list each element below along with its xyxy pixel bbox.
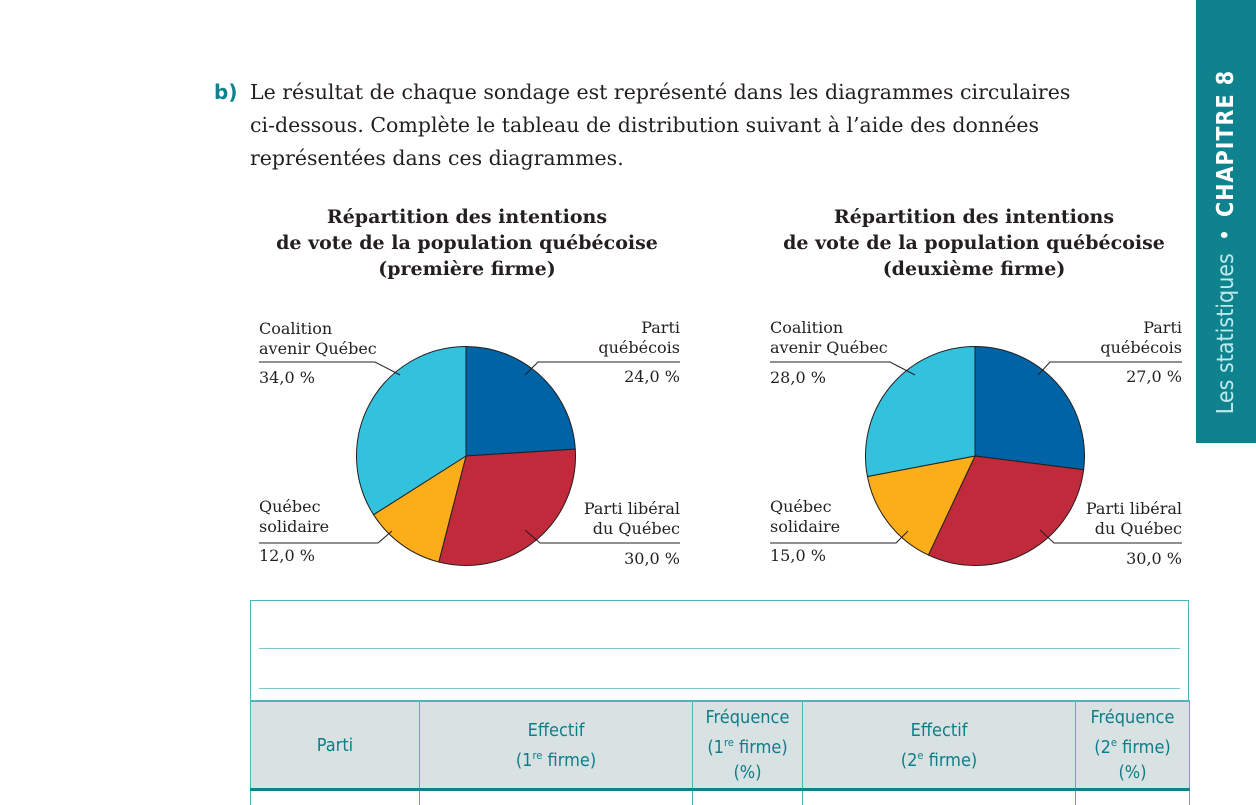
chart-1-value-caq: 34,0 % bbox=[259, 368, 315, 388]
chart-1-title-line: de vote de la population québécoise bbox=[247, 230, 687, 256]
pie-1-slice-0 bbox=[466, 347, 575, 457]
question-line: ci-dessous. Complète le tableau de distr… bbox=[250, 109, 1110, 142]
header-frequence-2: Fréquence (2e firme) (%) bbox=[1076, 701, 1190, 790]
table-cell[interactable] bbox=[1076, 790, 1190, 805]
chart-1-value-pq: 24,0 % bbox=[600, 367, 680, 387]
chart-2-value-plq: 30,0 % bbox=[1102, 549, 1182, 569]
table-row bbox=[251, 790, 1190, 805]
header-parti: Parti bbox=[251, 701, 420, 790]
chart-1-value-plq: 30,0 % bbox=[600, 549, 680, 569]
chart-2-title-line: (deuxième firme) bbox=[754, 256, 1194, 282]
chart-2-title-line: de vote de la population québécoise bbox=[754, 230, 1194, 256]
header-frequence-1: Fréquence (1re firme) (%) bbox=[693, 701, 803, 790]
header-effectif-2: Effectif (2e firme) bbox=[803, 701, 1076, 790]
table-cell[interactable] bbox=[420, 790, 693, 805]
table-cell[interactable] bbox=[693, 790, 803, 805]
chapter-number: CHAPITRE 8 bbox=[1213, 70, 1239, 217]
distribution-table: Parti Effectif (1re firme) Fréquence (1r… bbox=[250, 700, 1190, 805]
table-cell[interactable] bbox=[251, 790, 420, 805]
chart-1-value-qs: 12,0 % bbox=[259, 546, 315, 566]
chart-1-title: Répartition des intentions de vote de la… bbox=[247, 204, 687, 282]
chart-2-value-pq: 27,0 % bbox=[1102, 367, 1182, 387]
pie-2-slice-0 bbox=[975, 347, 1085, 470]
question-label: b) bbox=[214, 76, 237, 109]
header-effectif-1: Effectif (1re firme) bbox=[420, 701, 693, 790]
answer-line bbox=[259, 688, 1180, 689]
pie-2-slice-3 bbox=[866, 347, 976, 477]
answer-box[interactable] bbox=[250, 600, 1189, 701]
chart-2-value-caq: 28,0 % bbox=[770, 368, 826, 388]
chapter-separator: • bbox=[1213, 229, 1239, 241]
question-line: représentées dans ces diagrammes. bbox=[250, 142, 1110, 175]
chapter-topic: Les statistiques bbox=[1213, 253, 1239, 414]
chart-2-title-line: Répartition des intentions bbox=[754, 204, 1194, 230]
chart-1-title-line: (première firme) bbox=[247, 256, 687, 282]
question-text: Le résultat de chaque sondage est représ… bbox=[250, 76, 1110, 175]
chapter-tab-text: Les statistiques • CHAPITRE 8 bbox=[1213, 70, 1239, 414]
question-line: Le résultat de chaque sondage est représ… bbox=[250, 76, 1110, 109]
chart-2-value-qs: 15,0 % bbox=[770, 546, 826, 566]
chart-2-title: Répartition des intentions de vote de la… bbox=[754, 204, 1194, 282]
table-cell[interactable] bbox=[803, 790, 1076, 805]
answer-line bbox=[259, 648, 1180, 649]
chart-1-title-line: Répartition des intentions bbox=[247, 204, 687, 230]
